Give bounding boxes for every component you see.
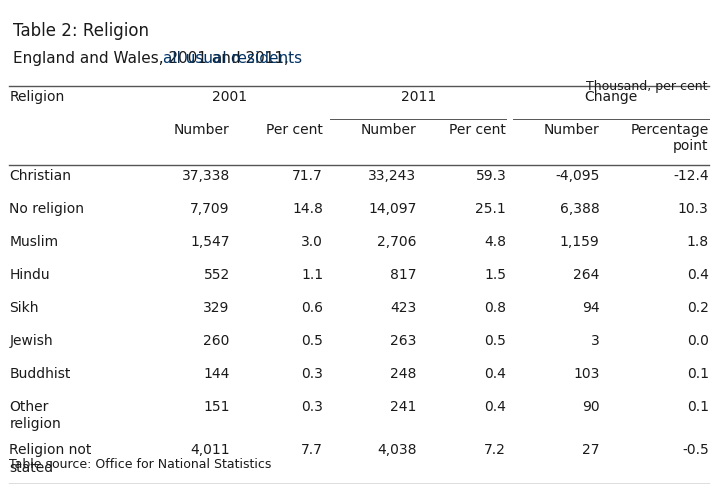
Text: -12.4: -12.4 bbox=[673, 168, 709, 182]
Text: 37,338: 37,338 bbox=[182, 168, 230, 182]
Text: 0.1: 0.1 bbox=[686, 399, 709, 413]
Text: Muslim: Muslim bbox=[9, 234, 58, 248]
Text: all usual residents: all usual residents bbox=[163, 51, 302, 66]
Text: Per cent: Per cent bbox=[449, 122, 506, 136]
Text: 7,709: 7,709 bbox=[190, 201, 230, 215]
Text: 59.3: 59.3 bbox=[475, 168, 506, 182]
Text: 0.4: 0.4 bbox=[687, 267, 709, 281]
Text: 10.3: 10.3 bbox=[678, 201, 709, 215]
Text: -4,095: -4,095 bbox=[555, 168, 600, 182]
Text: 71.7: 71.7 bbox=[292, 168, 323, 182]
Text: 263: 263 bbox=[390, 333, 416, 347]
Text: 0.5: 0.5 bbox=[302, 333, 323, 347]
Text: 0.3: 0.3 bbox=[302, 366, 323, 380]
Text: Per cent: Per cent bbox=[266, 122, 323, 136]
Text: 6,388: 6,388 bbox=[560, 201, 600, 215]
Text: 2011: 2011 bbox=[401, 90, 436, 104]
Text: 144: 144 bbox=[203, 366, 230, 380]
Text: Religion: Religion bbox=[9, 90, 65, 104]
Text: 0.3: 0.3 bbox=[302, 399, 323, 413]
Text: 7.2: 7.2 bbox=[485, 442, 506, 456]
Text: Table source: Office for National Statistics: Table source: Office for National Statis… bbox=[9, 457, 271, 470]
Text: 329: 329 bbox=[203, 300, 230, 314]
Text: 0.4: 0.4 bbox=[485, 399, 506, 413]
Text: 4,011: 4,011 bbox=[190, 442, 230, 456]
Text: 0.6: 0.6 bbox=[301, 300, 323, 314]
Text: 0.1: 0.1 bbox=[686, 366, 709, 380]
Text: 0.4: 0.4 bbox=[485, 366, 506, 380]
Text: Buddhist: Buddhist bbox=[9, 366, 70, 380]
Text: -0.5: -0.5 bbox=[682, 442, 709, 456]
Text: 1,159: 1,159 bbox=[560, 234, 600, 248]
Text: 33,243: 33,243 bbox=[368, 168, 416, 182]
Text: Number: Number bbox=[174, 122, 230, 136]
Text: 2001: 2001 bbox=[213, 90, 247, 104]
Text: 27: 27 bbox=[582, 442, 600, 456]
Text: 552: 552 bbox=[203, 267, 230, 281]
Text: 1.8: 1.8 bbox=[686, 234, 709, 248]
Text: 264: 264 bbox=[573, 267, 600, 281]
Text: 3: 3 bbox=[591, 333, 600, 347]
Text: 103: 103 bbox=[573, 366, 600, 380]
Text: 1.1: 1.1 bbox=[301, 267, 323, 281]
Text: 151: 151 bbox=[203, 399, 230, 413]
Text: No religion: No religion bbox=[9, 201, 84, 215]
Text: Other
religion: Other religion bbox=[9, 399, 61, 430]
Text: 1.5: 1.5 bbox=[484, 267, 506, 281]
Text: 0.8: 0.8 bbox=[484, 300, 506, 314]
Text: 248: 248 bbox=[390, 366, 416, 380]
Text: 241: 241 bbox=[390, 399, 416, 413]
Text: Percentage
point: Percentage point bbox=[630, 122, 709, 152]
Text: 0.0: 0.0 bbox=[687, 333, 709, 347]
Text: Religion not
stated: Religion not stated bbox=[9, 442, 92, 474]
Text: Sikh: Sikh bbox=[9, 300, 39, 314]
Text: Thousand, per cent: Thousand, per cent bbox=[586, 80, 707, 93]
Text: 14,097: 14,097 bbox=[368, 201, 416, 215]
Text: Jewish: Jewish bbox=[9, 333, 53, 347]
Text: Number: Number bbox=[360, 122, 416, 136]
Text: 2,706: 2,706 bbox=[377, 234, 416, 248]
Text: Christian: Christian bbox=[9, 168, 71, 182]
Text: 4,038: 4,038 bbox=[377, 442, 416, 456]
Text: 25.1: 25.1 bbox=[475, 201, 506, 215]
Text: 94: 94 bbox=[582, 300, 600, 314]
Text: 90: 90 bbox=[582, 399, 600, 413]
Text: 1,547: 1,547 bbox=[190, 234, 230, 248]
Text: 423: 423 bbox=[390, 300, 416, 314]
Text: Hindu: Hindu bbox=[9, 267, 50, 281]
Text: 0.2: 0.2 bbox=[687, 300, 709, 314]
Text: England and Wales, 2001 and 2011,: England and Wales, 2001 and 2011, bbox=[13, 51, 294, 66]
Text: 3.0: 3.0 bbox=[302, 234, 323, 248]
Text: Change: Change bbox=[584, 90, 638, 104]
Text: 0.5: 0.5 bbox=[485, 333, 506, 347]
Text: 260: 260 bbox=[203, 333, 230, 347]
Text: 4.8: 4.8 bbox=[484, 234, 506, 248]
Text: 14.8: 14.8 bbox=[292, 201, 323, 215]
Text: 817: 817 bbox=[390, 267, 416, 281]
Text: Table 2: Religion: Table 2: Religion bbox=[13, 22, 149, 40]
Text: 7.7: 7.7 bbox=[302, 442, 323, 456]
Text: Number: Number bbox=[544, 122, 600, 136]
